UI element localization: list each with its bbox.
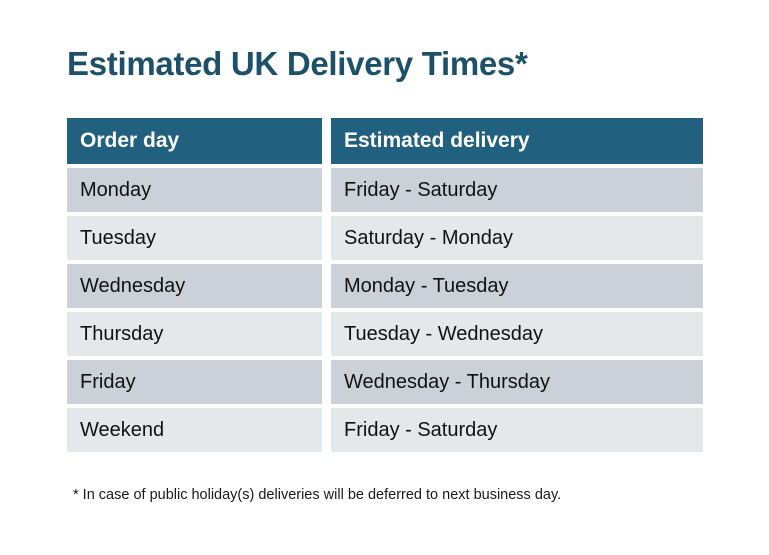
table-row: Tuesday Saturday - Monday (67, 216, 703, 260)
table-row: Thursday Tuesday - Wednesday (67, 312, 703, 356)
table-row: Friday Wednesday - Thursday (67, 360, 703, 404)
cell-estimated-delivery: Tuesday - Wednesday (331, 312, 703, 356)
cell-order-day: Wednesday (67, 264, 322, 308)
column-header-estimated-delivery: Estimated delivery (331, 118, 703, 164)
cell-estimated-delivery: Saturday - Monday (331, 216, 703, 260)
table-row: Monday Friday - Saturday (67, 168, 703, 212)
cell-estimated-delivery: Friday - Saturday (331, 408, 703, 452)
page-title: Estimated UK Delivery Times* (67, 45, 528, 82)
table-header-row: Order day Estimated delivery (67, 118, 703, 164)
cell-order-day: Tuesday (67, 216, 322, 260)
cell-estimated-delivery: Monday - Tuesday (331, 264, 703, 308)
cell-estimated-delivery: Wednesday - Thursday (331, 360, 703, 404)
column-header-order-day: Order day (67, 118, 322, 164)
cell-order-day: Thursday (67, 312, 322, 356)
cell-estimated-delivery: Friday - Saturday (331, 168, 703, 212)
footnote: * In case of public holiday(s) deliverie… (73, 487, 562, 503)
table-row: Wednesday Monday - Tuesday (67, 264, 703, 308)
cell-order-day: Friday (67, 360, 322, 404)
table-row: Weekend Friday - Saturday (67, 408, 703, 452)
cell-order-day: Monday (67, 168, 322, 212)
delivery-times-table: Order day Estimated delivery Monday Frid… (67, 118, 703, 452)
cell-order-day: Weekend (67, 408, 322, 452)
